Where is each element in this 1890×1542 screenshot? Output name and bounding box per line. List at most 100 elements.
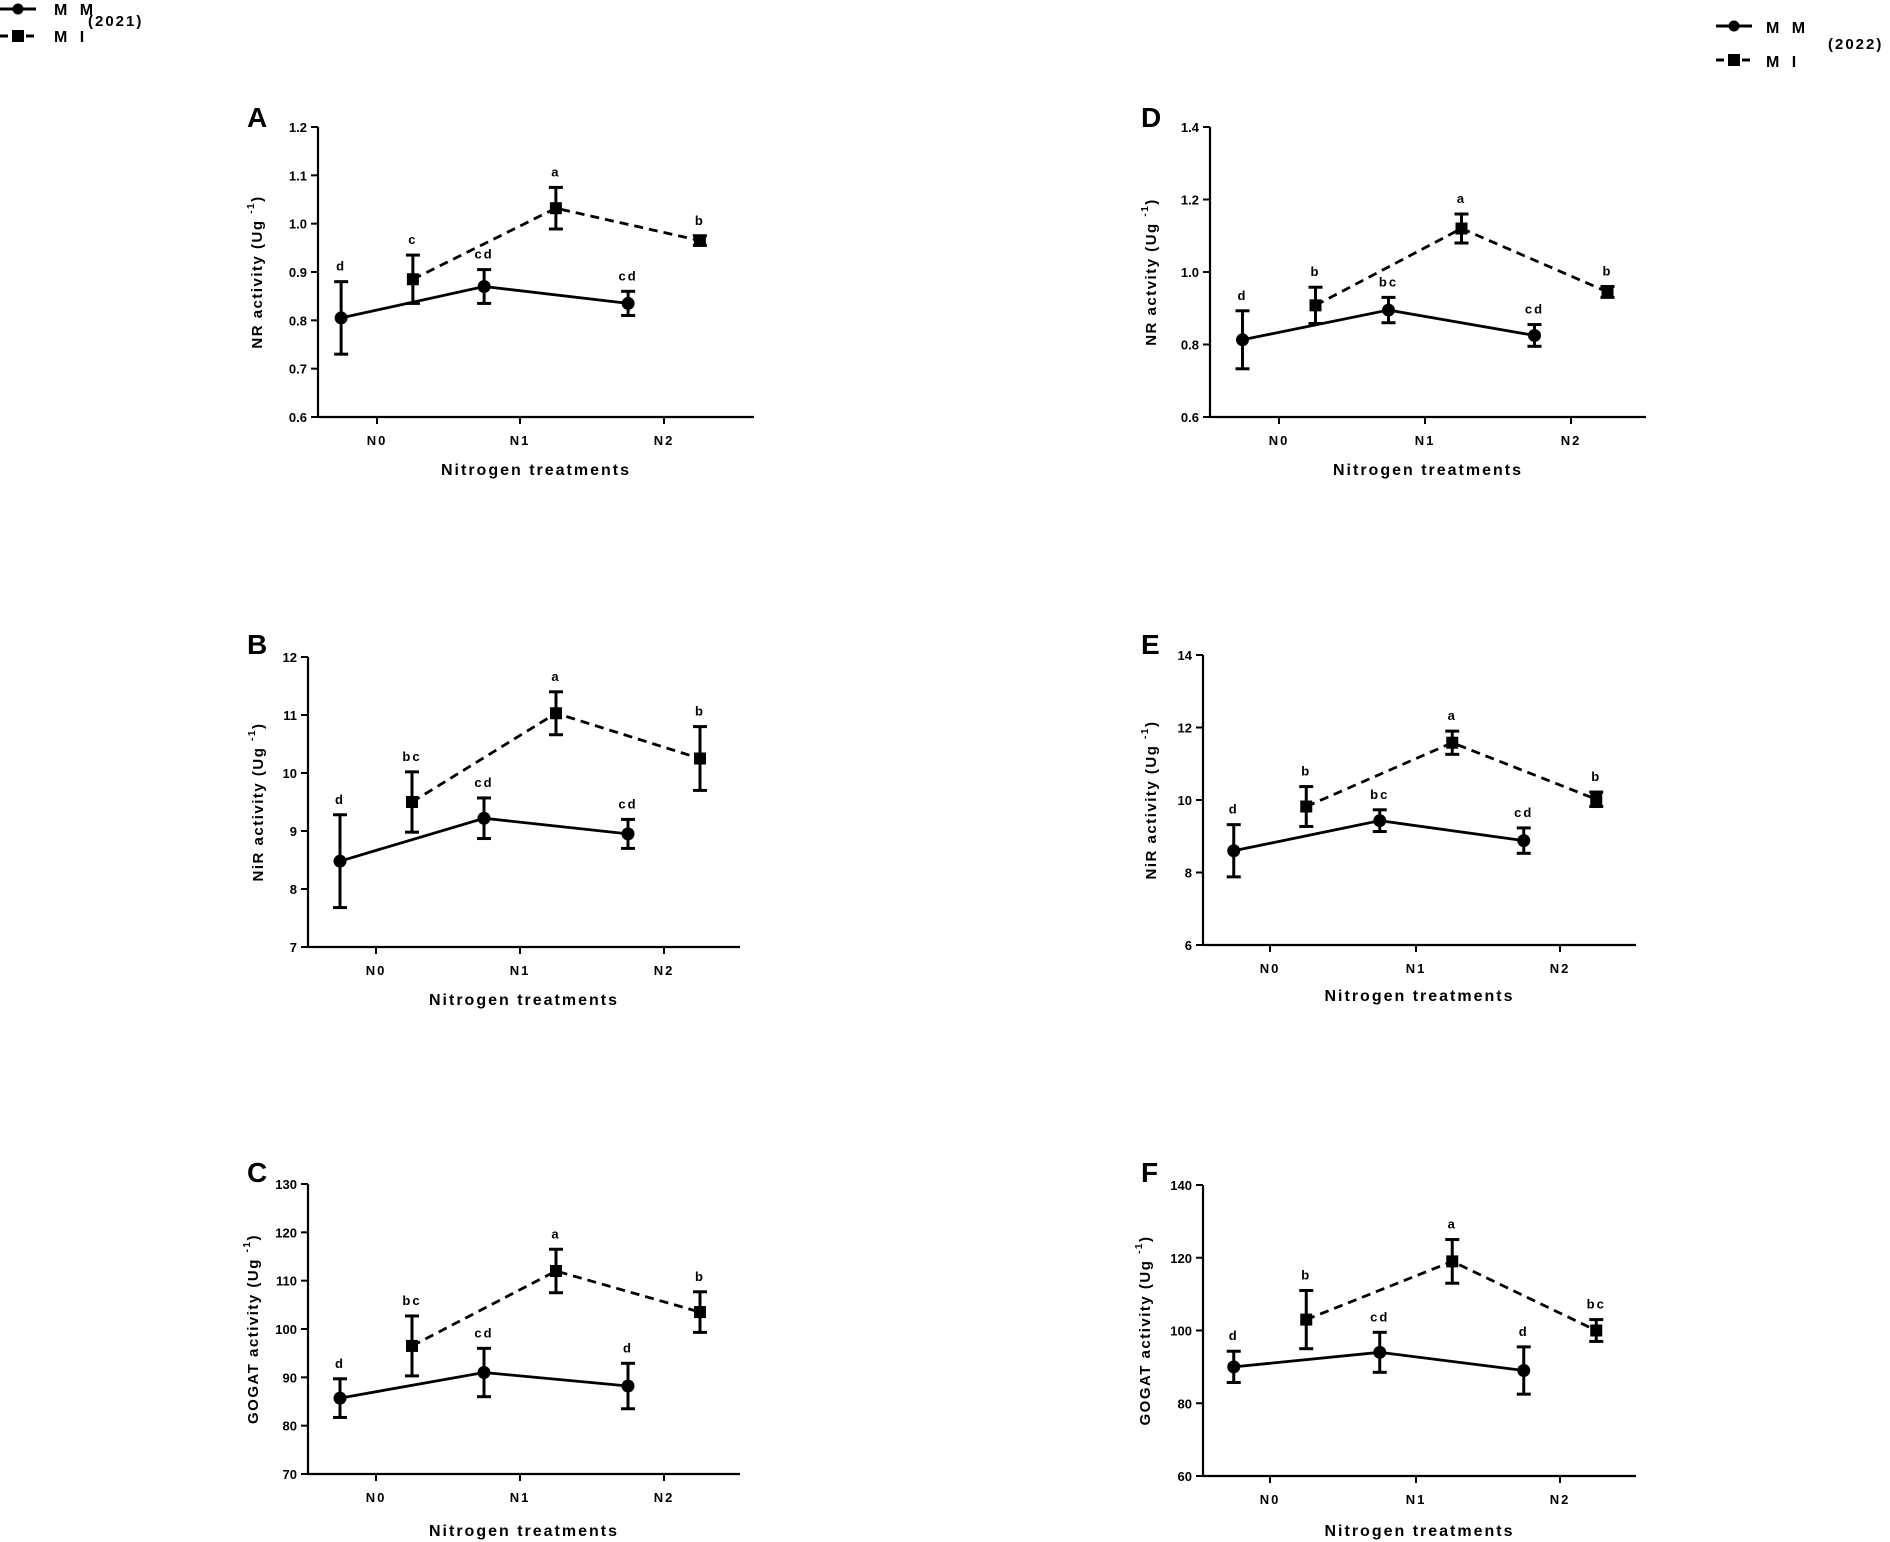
panel-d-mm-letter: bc (1379, 274, 1398, 289)
panel-b-mm-letter: cd (618, 796, 637, 811)
panel-e-xtick-label: N0 (1260, 961, 1281, 976)
panel-d-ytick-label: 1.4 (1181, 120, 1200, 135)
panel-d-series-mm: d bc cd (1235, 274, 1544, 371)
panel-a-mi-letter: c (408, 232, 417, 247)
panel-a-mm-point (621, 296, 635, 310)
panel-e-ytick-label: 8 (1185, 866, 1192, 881)
panel-a-mm-letter: cd (475, 247, 494, 262)
panel-c-mi-letter: bc (402, 1293, 421, 1308)
panel-b-mm-letter: cd (474, 775, 493, 790)
panel-a-mi-letter: a (551, 164, 560, 179)
panel-f-mm-letter: d (1519, 1324, 1529, 1339)
panel-e-mm-point (1227, 844, 1241, 858)
panel-d-mi-point (1601, 285, 1614, 298)
panel-a-mi-letter: b (695, 213, 705, 228)
panel-c-mi-line (411, 1269, 701, 1348)
panel-c-xtick-label: N2 (654, 1490, 675, 1505)
panel-f-mm-point (1517, 1364, 1531, 1378)
panel-a-ylabel: NR activity (Ug -1) (246, 195, 266, 348)
panel-a-xlabel: Nitrogen treatments (441, 462, 631, 479)
panel-a-mi-point (549, 202, 562, 215)
panel-e-ytick-label: 12 (1178, 721, 1192, 736)
panel-b-xtick-label: N1 (510, 963, 531, 978)
panel-b-ytick-label: 12 (283, 650, 297, 665)
panel-c-mm-letter: d (335, 1356, 345, 1371)
legend-2021-mm-label: M M (54, 2, 97, 19)
panel-d-ytick-label: 1.2 (1181, 193, 1199, 208)
panel-e-series-mi: b a b (1299, 708, 1604, 828)
panel-b-ytick-label: 9 (290, 824, 297, 839)
panel-e-mm-letter: bc (1370, 787, 1389, 802)
panel-d-xtick-label: N2 (1561, 433, 1582, 448)
panel-b-series-mi: bc a b (402, 669, 707, 834)
panel-c-mi-letter: b (695, 1269, 705, 1284)
panel-e-mi-point (1446, 736, 1459, 749)
panel-b-ylabel: NiR activity (Ug -1) (247, 723, 267, 882)
legend-2021-mm-entry: M M (0, 2, 97, 19)
panel-f-ytick-label: 80 (1178, 1396, 1192, 1411)
panel-d-mm-point (1528, 328, 1541, 342)
panel-c-xlabel: Nitrogen treatments (429, 1523, 619, 1540)
panel-f-ytick-label: 100 (1170, 1324, 1192, 1339)
panel-d-mi-letter: b (1603, 264, 1613, 279)
panel-d-mm-letter: d (1238, 288, 1248, 303)
panel-e-xtick-label: N2 (1550, 961, 1571, 976)
panel-e-xtick-label: N1 (1406, 961, 1427, 976)
panel-c-series-mm: d cd d (333, 1325, 635, 1419)
panel-f-mi-letter: b (1301, 1267, 1311, 1282)
panel-e-mi-letter: b (1301, 764, 1311, 779)
panel-c-ytick-label: 110 (276, 1274, 297, 1289)
panel-d-mm-letter: cd (1525, 302, 1544, 317)
panel-c-ytick-label: 130 (275, 1177, 297, 1192)
legend-2022-mm-entry: M M (1716, 20, 1809, 37)
panel-f-mi-point (1300, 1313, 1313, 1326)
panel-b-mm-letter: d (335, 792, 345, 807)
legend-2022-mm-label: M M (1766, 20, 1809, 37)
panel-e-series-mm: d bc cd (1226, 787, 1531, 879)
panel-d: D 0.6 0.8 1.0 1.2 1.4 N0 N1 N2 Nitrogen treatment… (1140, 102, 1646, 479)
panel-c-series-mi: bc a b (402, 1226, 707, 1378)
panel-b: B 7 8 9 10 11 12 N0 N1 N2 Nitrogen treatments NiR a… (247, 629, 740, 1009)
legend-2021-mi-entry: M I (0, 29, 88, 46)
panel-f-mi-letter: a (1448, 1217, 1457, 1232)
panel-b-xtick-label: N0 (366, 963, 387, 978)
panel-c-ytick-label: 70 (283, 1467, 297, 1482)
panel-a-xtick-label: N0 (367, 433, 388, 448)
panel-e-mm-point (1517, 834, 1531, 848)
legend-2022-mi-entry: M I (1716, 54, 1796, 71)
legend-2022-mi-marker (1728, 54, 1740, 66)
panel-c-mi-point (406, 1339, 418, 1352)
panel-e-xlabel: Nitrogen treatments (1324, 988, 1514, 1005)
panel-b-mi-point (406, 796, 418, 808)
panel-f-letter: F (1141, 1157, 1158, 1188)
panel-d-letter: D (1141, 102, 1161, 133)
panel-a-ytick-label: 0.8 (289, 313, 307, 328)
panel-f-mm-letter: d (1229, 1328, 1239, 1343)
panel-e-mi-point (1590, 793, 1603, 806)
panel-e: E 6 8 10 12 14 N0 N1 N2 Nitrogen treatments NiR ac… (1140, 629, 1636, 1005)
panel-b-mm-point (621, 827, 635, 841)
panel-c-ytick-label: 120 (275, 1225, 297, 1240)
panel-e-ytick-label: 6 (1185, 938, 1192, 953)
panel-e-ytick-label: 10 (1178, 793, 1192, 808)
legend-2021-mi-label: M I (54, 29, 88, 46)
panel-a-series-mm: d cd cd (334, 247, 636, 356)
panel-e-mi-letter: b (1591, 769, 1601, 784)
panel-c-mm-point (333, 1391, 347, 1405)
panel-a-ytick-label: 0.7 (289, 362, 307, 377)
panel-f-ylabel: GOGAT activity (Ug -1) (1134, 1236, 1154, 1426)
panel-d-ytick-label: 1.0 (1181, 265, 1199, 280)
panel-a-mi-point (693, 234, 706, 247)
panel-d-mi-point (1455, 222, 1468, 235)
panel-b-xlabel: Nitrogen treatments (429, 992, 619, 1009)
panel-b-ytick-label: 10 (283, 766, 297, 781)
panel-a-ytick-label: 0.6 (289, 410, 307, 425)
panel-a-ytick-label: 1.1 (289, 168, 307, 183)
panel-e-ylabel: NiR activity (Ug -1) (1140, 721, 1160, 880)
panel-d-ytick-label: 0.8 (1181, 338, 1199, 353)
panel-c-mm-point (621, 1379, 635, 1393)
panel-a-xtick-label: N1 (510, 433, 531, 448)
panel-f-ytick-label: 60 (1178, 1469, 1192, 1484)
panel-f-mm-letter: cd (1370, 1309, 1389, 1324)
panel-e-ytick-label: 14 (1178, 648, 1193, 663)
